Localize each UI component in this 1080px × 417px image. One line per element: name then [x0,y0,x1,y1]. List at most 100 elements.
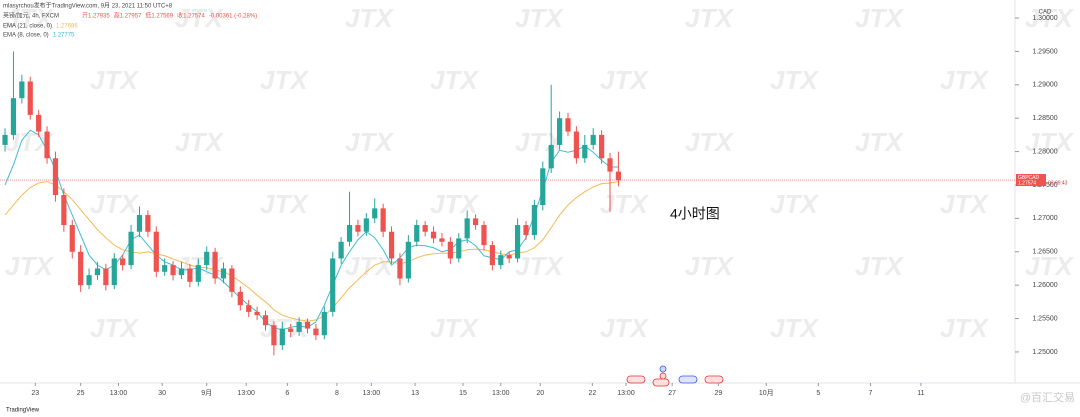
candle-body [237,291,243,306]
annotation: 4小时图 [670,206,720,222]
x-tick-label: 10月 [759,389,774,397]
candle-body [405,241,411,279]
candle-body [422,225,428,232]
watermark: JTX [345,127,394,157]
watermark: JTX [515,127,564,157]
ohlc-value: 低1.27569 [145,12,173,20]
event-icon[interactable] [626,375,646,384]
watermark: JTX [175,127,224,157]
event-icon[interactable] [652,378,670,387]
watermark: JTX [90,65,139,95]
y-tick-label: 1.26500 [1032,249,1057,256]
candle-body [212,251,218,279]
candle-body [355,225,361,232]
candle-body [346,225,353,242]
candle-body [94,268,101,276]
candle-body [447,241,453,259]
candle-body [481,225,487,246]
candle-body [330,258,336,312]
candle-body [246,305,252,312]
candle-body [78,251,84,286]
candle-body [229,268,235,292]
candle-body [380,208,386,232]
indicator-legend: EMA (21, close, 0) 1.27686 EMA (8, close, … [3,24,78,39]
x-tick-label: 30 [158,390,166,397]
candle-body [439,238,445,242]
legend-name: EMA (21, close, 0) [3,24,52,30]
candle-body [464,218,470,239]
watermark: JTX [1025,251,1074,281]
watermark: JTX [515,3,564,33]
event-icon[interactable] [659,365,667,373]
candle-body [136,215,143,232]
countdown: 03:09:43 [1048,180,1068,186]
x-tick-label: 5 [816,390,820,397]
watermark: JTX [600,189,649,219]
candle-body [506,255,512,259]
ohlc-value: 高1.27957 [114,12,142,20]
watermark: JTX [1025,127,1074,157]
candle-body [472,218,479,226]
candle-body [52,158,59,196]
candle-body [582,144,588,159]
candle-body [363,218,369,232]
watermark: JTX [90,313,139,343]
ohlc-value: -0.00361 (-0.28%) [209,14,257,20]
candle-body [548,144,554,169]
y-tick-label: 1.27000 [1032,215,1057,222]
event-icon[interactable] [704,375,724,384]
x-tick-label: 13 [411,390,419,397]
candle-body [178,268,185,276]
candle-body [153,231,159,272]
watermark: JTX [260,65,309,95]
x-tick-label: 9月 [201,389,212,397]
y-tick-label: 1.29500 [1032,48,1057,55]
legend-value: 1.27686 [56,24,78,30]
watermark: JTX [260,189,309,219]
watermark: JTX [600,313,649,343]
candle-body [262,315,269,326]
candle-body [599,134,605,159]
watermark: JTX [770,189,819,219]
candle-body [338,241,344,259]
candle-body [540,168,546,206]
price-label-symbol: GBPCAD [1018,175,1040,181]
x-tick-label: 13:00 [617,390,635,397]
y-tick-label: 1.26000 [1032,282,1057,289]
watermark: JTX [940,189,989,219]
candle-body [86,275,92,286]
ohlc-legend: 开1.27935 高1.27957 低1.27569 收1.27574 -0.00361… [82,12,257,20]
watermark: JTX [770,313,819,343]
watermark: JTX [345,3,394,33]
watermark: JTX [855,127,904,157]
currency: CAD [1039,10,1052,16]
candle-body [271,325,277,346]
watermark: JTX [345,251,394,281]
candle-body [372,208,378,219]
event-icon[interactable] [678,375,698,384]
candle-body [111,258,117,286]
x-tick-label: 29 [714,390,722,397]
candle-body [489,245,495,266]
candle-body [170,265,176,276]
candle-body [187,268,193,282]
watermark: JTX [430,189,479,219]
candle-body [145,215,151,232]
watermark: JTX [940,65,989,95]
ohlc-value: 收1.27574 [177,12,205,20]
watermark: JTX [430,65,479,95]
x-tick-label: 20 [536,390,544,397]
candle-body [615,171,622,181]
candle-body [414,225,420,242]
event-icon[interactable] [659,372,667,380]
x-tick-label: 27 [668,390,676,397]
price-label-box [1016,174,1046,187]
x-tick-label: 8 [335,390,339,397]
watermark: JTX [175,3,224,33]
candle-body [204,251,210,266]
legend-name: EMA (8, close, 0) [3,33,49,39]
footer-watermark: @百汇交易 [1020,390,1075,404]
candle-body [430,231,437,239]
candle-body [590,134,596,145]
x-tick-label: 13:00 [237,390,255,397]
